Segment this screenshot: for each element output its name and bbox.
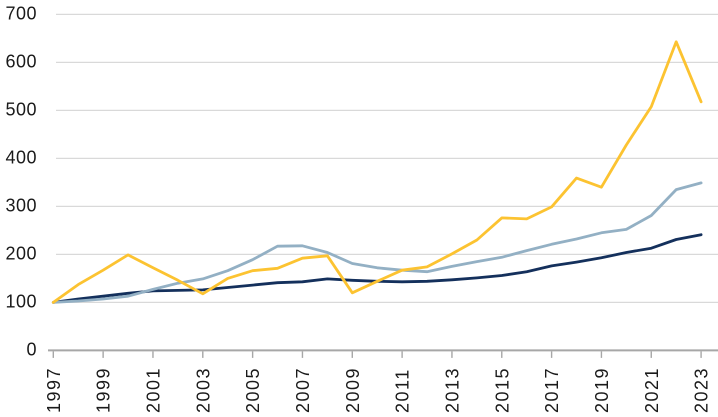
y-axis-label: 200 — [5, 243, 37, 263]
x-axis-label: 2023 — [692, 367, 712, 413]
x-axis-label: 2009 — [343, 367, 363, 413]
data-line-light-blue — [51, 181, 703, 304]
y-axis-label: 300 — [5, 195, 37, 215]
x-axis-label: 2017 — [542, 367, 562, 413]
y-axis-label: 0 — [26, 339, 37, 359]
x-axis-label: 2007 — [293, 367, 313, 413]
x-axis-label: 2021 — [642, 367, 662, 413]
y-axis-label: 100 — [5, 291, 37, 311]
data-line-yellow — [51, 40, 703, 304]
x-axis-label: 2003 — [193, 367, 213, 413]
x-axis-label: 2005 — [243, 367, 263, 413]
y-axis-label: 500 — [5, 99, 37, 119]
y-axis-label: 700 — [5, 3, 37, 23]
x-axis-label: 2015 — [492, 367, 512, 413]
y-axis-label: 400 — [5, 147, 37, 167]
x-axis-label: 1999 — [94, 367, 114, 413]
y-axis-label: 600 — [5, 51, 37, 71]
x-axis-label: 2011 — [393, 368, 413, 413]
x-axis-label: 1997 — [44, 367, 64, 413]
x-axis-label: 2001 — [143, 367, 163, 413]
x-axis-label: 2019 — [592, 367, 612, 413]
x-axis-label: 2013 — [442, 367, 462, 413]
